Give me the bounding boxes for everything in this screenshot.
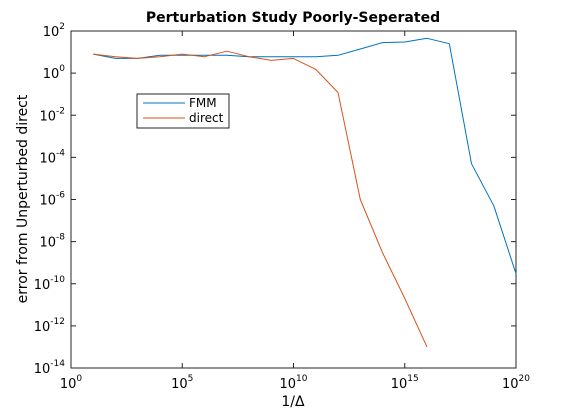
y-tick-label-base: 10 — [43, 67, 60, 82]
x-tick-label: 1020 — [502, 374, 530, 392]
y-tick-label-base: 10 — [39, 109, 56, 124]
y-axis-label: error from Unperturbed direct — [15, 94, 31, 303]
y-tick-label: 100 — [43, 64, 66, 82]
y-tick-label: 10-12 — [34, 317, 65, 335]
x-tick-label-exp: 5 — [188, 374, 194, 384]
x-tick-label-exp: 0 — [76, 374, 82, 384]
y-tick-label: 10-6 — [39, 191, 65, 209]
legend-label-fmm: FMM — [189, 96, 217, 110]
x-tick-label-exp: 10 — [296, 374, 308, 384]
y-tick-label-exp: -10 — [50, 275, 65, 285]
plot-area — [70, 30, 517, 369]
x-tick-label-exp: 15 — [407, 374, 418, 384]
y-tick-label: 10-2 — [39, 106, 65, 124]
legend-box — [136, 93, 230, 129]
y-tick-label-exp: -14 — [50, 359, 65, 369]
y-tick-label-base: 10 — [39, 151, 56, 166]
chart-title: Perturbation Study Poorly-Seperated — [146, 10, 440, 26]
y-tick-label-base: 10 — [34, 320, 51, 335]
y-tick-label-exp: 0 — [59, 64, 65, 74]
x-tick-label-base: 10 — [391, 377, 408, 392]
x-tick-label: 105 — [171, 374, 193, 392]
y-tick-label: 10-4 — [39, 148, 65, 166]
y-tick-label-exp: -4 — [56, 148, 65, 158]
legend: FMM direct — [136, 93, 230, 129]
y-tick-label-base: 10 — [34, 362, 51, 377]
y-tick-label-exp: -2 — [56, 106, 65, 116]
x-tick-label: 100 — [60, 374, 83, 392]
y-tick-label-base: 10 — [39, 236, 56, 251]
y-tick-label-base: 10 — [43, 25, 60, 40]
y-tick-label: 10-10 — [34, 275, 66, 293]
x-tick-label: 1010 — [280, 374, 308, 392]
series-line-fmm — [93, 37, 517, 274]
x-tick-label-base: 10 — [60, 377, 77, 392]
y-tick-label: 10-14 — [34, 359, 66, 377]
x-tick-label-base: 10 — [502, 377, 519, 392]
y-tick-label-base: 10 — [39, 194, 56, 209]
y-tick-label: 102 — [43, 22, 65, 40]
series-lines — [93, 37, 517, 348]
x-tick-label-exp: 20 — [519, 374, 531, 384]
y-tick-label-exp: -12 — [50, 317, 65, 327]
axis-ticks: 100 105 1010 1015 102010210010-210-410-610-8… — [34, 22, 531, 392]
x-tick-label-base: 10 — [280, 377, 297, 392]
y-tick-label-base: 10 — [34, 278, 51, 293]
y-tick-label-exp: -6 — [56, 191, 65, 201]
x-tick-label: 1015 — [391, 374, 419, 392]
y-tick-label-exp: -8 — [56, 233, 65, 243]
x-tick-label-base: 10 — [171, 377, 188, 392]
y-tick-label-exp: 2 — [59, 22, 65, 32]
legend-label-direct: direct — [189, 111, 224, 125]
series-line-direct — [93, 50, 428, 348]
x-axis-label: 1/Δ — [281, 394, 305, 410]
y-tick-label: 10-8 — [39, 233, 65, 251]
